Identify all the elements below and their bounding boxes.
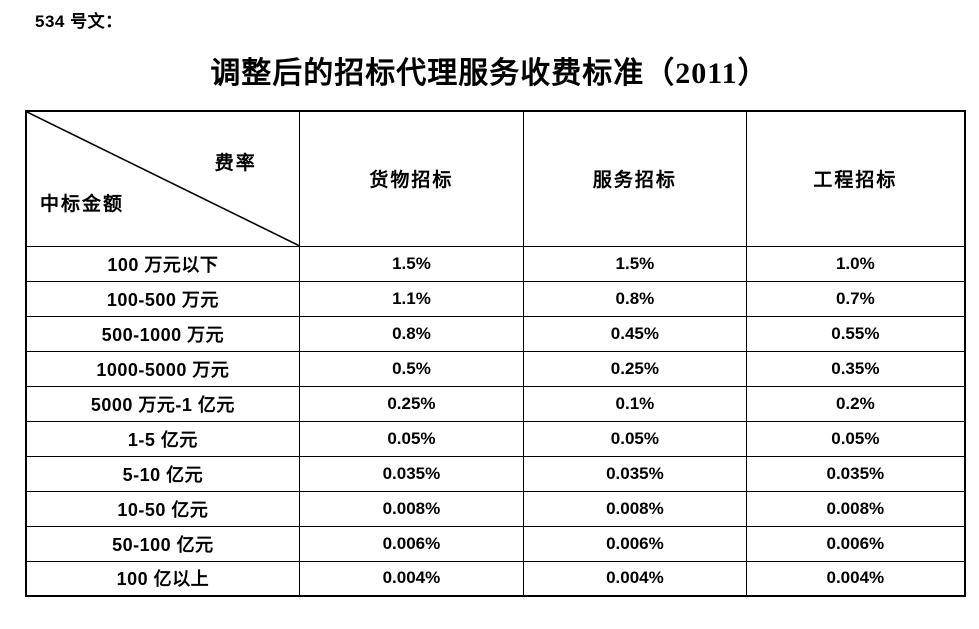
rate-value-cell: 0.05%	[523, 420, 747, 457]
table-row: 50-100 亿元 0.006% 0.006% 0.006%	[25, 525, 966, 562]
rate-value-cell: 1.0%	[745, 245, 966, 282]
rate-value-cell: 0.004%	[745, 560, 966, 597]
rate-value-cell: 0.006%	[298, 525, 525, 562]
table-row: 1000-5000 万元 0.5% 0.25% 0.35%	[25, 350, 966, 387]
row-label: 100 万元以下	[25, 245, 300, 282]
rate-value-cell: 0.035%	[523, 455, 747, 492]
row-label: 5-10 亿元	[25, 455, 300, 492]
rate-value-cell: 0.2%	[745, 385, 966, 422]
rate-value-cell: 0.035%	[298, 455, 525, 492]
table-row: 5000 万元-1 亿元 0.25% 0.1% 0.2%	[25, 385, 966, 422]
column-header-1: 货物招标	[298, 110, 525, 247]
row-label: 50-100 亿元	[25, 525, 300, 562]
row-label: 1-5 亿元	[25, 420, 300, 457]
table-row: 500-1000 万元 0.8% 0.45% 0.55%	[25, 315, 966, 352]
rate-value-cell: 0.55%	[745, 315, 966, 352]
column-header-2: 服务招标	[523, 110, 747, 247]
rate-value-cell: 1.5%	[523, 245, 747, 282]
row-label: 100-500 万元	[25, 280, 300, 317]
rate-value-cell: 0.008%	[523, 490, 747, 527]
rate-value-cell: 0.25%	[298, 385, 525, 422]
corner-label-rate: 费率	[214, 153, 257, 174]
rate-value-cell: 0.05%	[745, 420, 966, 457]
row-label: 1000-5000 万元	[25, 350, 300, 387]
rate-value-cell: 0.5%	[298, 350, 525, 387]
rate-value-cell: 0.05%	[298, 420, 525, 457]
rate-value-cell: 0.35%	[745, 350, 966, 387]
table-row: 100 亿以上 0.004% 0.004% 0.004%	[25, 560, 966, 597]
row-label: 10-50 亿元	[25, 490, 300, 527]
doc-number-label: 534 号文：	[35, 12, 123, 31]
rate-value-cell: 0.8%	[523, 280, 747, 317]
table-header-row: 费率 中标金额 货物招标 服务招标 工程招标	[25, 110, 966, 247]
rate-value-cell: 0.8%	[298, 315, 525, 352]
corner-header-cell: 费率 中标金额	[25, 110, 300, 247]
rate-value-cell: 0.1%	[523, 385, 747, 422]
fee-rate-table: 费率 中标金额 货物招标 服务招标 工程招标 100 万元以下 1.5% 1.5% 1.0…	[25, 110, 966, 597]
rate-value-cell: 1.5%	[298, 245, 525, 282]
rate-value-cell: 1.1%	[298, 280, 525, 317]
rate-value-cell: 0.006%	[745, 525, 966, 562]
diagonal-divider-line	[27, 112, 299, 246]
rate-value-cell: 0.004%	[523, 560, 747, 597]
page-title: 调整后的招标代理服务收费标准（2011）	[210, 57, 769, 90]
table-row: 100-500 万元 1.1% 0.8% 0.7%	[25, 280, 966, 317]
column-header-3: 工程招标	[745, 110, 966, 247]
table-row: 1-5 亿元 0.05% 0.05% 0.05%	[25, 420, 966, 457]
rate-value-cell: 0.25%	[523, 350, 747, 387]
table-row: 10-50 亿元 0.008% 0.008% 0.008%	[25, 490, 966, 527]
row-label: 100 亿以上	[25, 560, 300, 597]
rate-value-cell: 0.035%	[745, 455, 966, 492]
rate-value-cell: 0.004%	[298, 560, 525, 597]
table-row: 100 万元以下 1.5% 1.5% 1.0%	[25, 245, 966, 282]
row-label: 5000 万元-1 亿元	[25, 385, 300, 422]
table-row: 5-10 亿元 0.035% 0.035% 0.035%	[25, 455, 966, 492]
rate-value-cell: 0.006%	[523, 525, 747, 562]
rate-value-cell: 0.7%	[745, 280, 966, 317]
row-label: 500-1000 万元	[25, 315, 300, 352]
rate-value-cell: 0.008%	[298, 490, 525, 527]
rate-value-cell: 0.45%	[523, 315, 747, 352]
corner-label-bid-amount: 中标金额	[40, 193, 125, 215]
rate-value-cell: 0.008%	[745, 490, 966, 527]
